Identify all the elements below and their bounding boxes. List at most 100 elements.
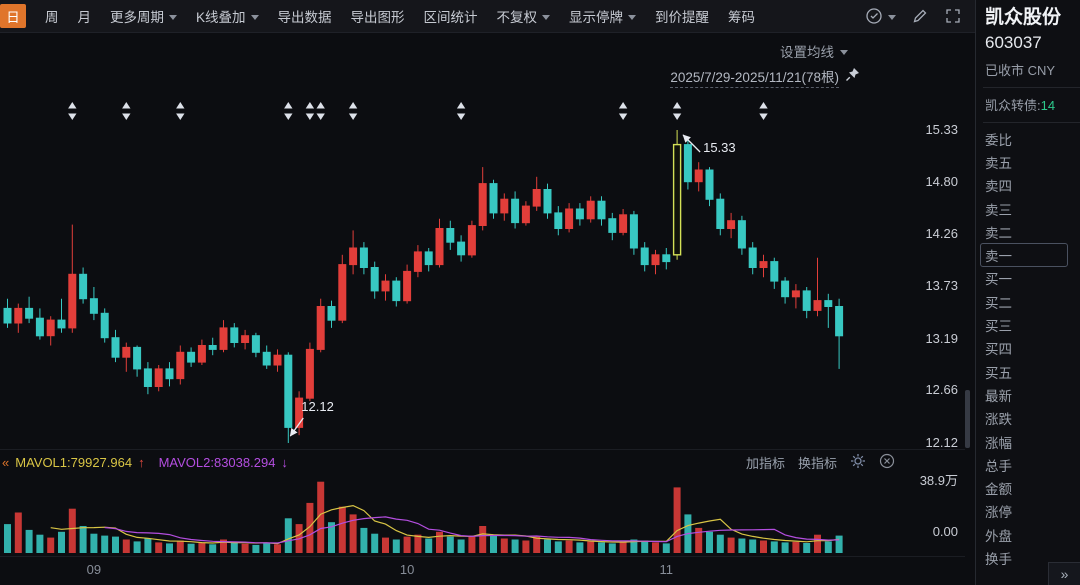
quote-row-latest-price[interactable]: 最新: [985, 383, 1080, 406]
price-axis-label: 13.73: [925, 278, 958, 293]
main-toolbar: 日 周 月 更多周期 K线叠加 导出数据 导出图形 区间统计 不复权 显示停牌 到价提醒 筹码: [0, 0, 976, 32]
date-range-control[interactable]: 2025/7/29-2025/11/21(78根): [560, 66, 860, 88]
toolbar-item-export-image[interactable]: 导出图形: [351, 6, 405, 26]
toolbar-item-kline-overlay[interactable]: K线叠加: [196, 6, 259, 26]
toolbar-items: 周 月 更多周期 K线叠加 导出数据 导出图形 区间统计 不复权 显示停牌 到价提醒 筹码: [45, 6, 755, 26]
toolbar-item-price-alert[interactable]: 到价提醒: [655, 6, 709, 26]
pane-divider: [0, 449, 965, 450]
quote-row-bid-ask-ratio[interactable]: 委比: [985, 127, 1080, 150]
quote-row-buy-1[interactable]: 买一: [985, 267, 1080, 290]
toolbar-item-label: 月: [77, 10, 92, 25]
chevron-down-icon: [888, 14, 896, 20]
chevron-down-icon: [628, 14, 637, 20]
mavol2-down-arrow-icon: ↓: [281, 455, 288, 470]
close-indicator-icon[interactable]: [879, 453, 895, 472]
draw-pencil-icon[interactable]: [911, 7, 929, 25]
quote-row-label: 买二: [985, 295, 1012, 311]
quote-row-buy-3[interactable]: 买三: [985, 313, 1080, 336]
quote-row-label: 外盘: [985, 528, 1012, 544]
volume-axis-min: 0.00: [932, 524, 958, 539]
time-axis-label: 10: [399, 562, 415, 577]
quote-row-label: 卖二: [985, 225, 1012, 241]
ma-settings-button[interactable]: 设置均线: [780, 41, 848, 61]
collapse-indicator-icon[interactable]: «: [2, 455, 10, 470]
toolbar-item-label: 导出数据: [277, 10, 332, 25]
chevron-down-icon: [542, 14, 551, 20]
stock-code: 603037: [985, 33, 1042, 52]
toolbar-item-range-statistics[interactable]: 区间统计: [424, 6, 478, 26]
chart-vertical-scrollbar[interactable]: [965, 390, 970, 448]
quote-row-change[interactable]: 涨跌: [985, 407, 1080, 430]
mavol2-value: MAVOL2:83038.294: [158, 455, 276, 470]
quote-row-limit-up[interactable]: 涨停: [985, 500, 1080, 523]
price-axis-label: 14.80: [925, 173, 958, 189]
toolbar-item-chip-distribution[interactable]: 筹码: [728, 6, 755, 26]
price-axis-label: 14.26: [925, 226, 958, 242]
quote-row-sell-2[interactable]: 卖二: [985, 220, 1080, 243]
quote-row-buy-2[interactable]: 买二: [985, 290, 1080, 313]
quote-row-sell-3[interactable]: 卖三: [985, 197, 1080, 220]
indicator-settings-gear-icon[interactable]: [850, 453, 866, 472]
quote-row-label: 卖三: [985, 202, 1012, 218]
quote-row-label: 换手: [985, 551, 1012, 567]
quote-row-sell-1[interactable]: 卖一: [980, 243, 1068, 267]
quote-row-label: 卖五: [985, 155, 1012, 171]
convertible-bond-row[interactable]: 凯众转债:14: [985, 95, 1080, 114]
toolbar-item-label: 不复权: [496, 10, 538, 25]
toolbar-item-adjustment-mode[interactable]: 不复权: [497, 6, 551, 26]
date-range-label: 2025/7/29-2025/11/21(78根): [670, 66, 839, 88]
chevron-down-icon: [840, 49, 848, 55]
quote-row-label: 买一: [985, 272, 1012, 288]
ma-settings-label: 设置均线: [780, 45, 834, 60]
quote-row-change-percent[interactable]: 涨幅: [985, 430, 1080, 453]
toolbar-item-period-week[interactable]: 周: [45, 6, 59, 26]
stock-name: 凯众股份: [985, 7, 1062, 28]
quote-row-buy-5[interactable]: 买五: [985, 360, 1080, 383]
toolbar-item-label: 导出图形: [350, 10, 405, 25]
quote-row-label: 最新: [985, 388, 1012, 404]
price-axis-label: 12.12: [925, 434, 958, 450]
pin-icon[interactable]: [845, 67, 860, 87]
switch-indicator-button[interactable]: 换指标: [797, 456, 837, 471]
quote-row-buy-4[interactable]: 买四: [985, 337, 1080, 360]
bond-label: 凯众转债:: [985, 98, 1041, 113]
fullscreen-icon[interactable]: [944, 7, 962, 25]
toolbar-item-show-suspended[interactable]: 显示停牌: [569, 6, 637, 26]
price-axis-label: 13.19: [925, 330, 958, 346]
mavol1-value: MAVOL1:79927.964: [15, 455, 133, 470]
time-axis-label: 11: [659, 562, 674, 577]
quote-row-label: 卖四: [985, 179, 1012, 195]
quote-row-label: 买五: [985, 365, 1012, 381]
quote-row-label: 金额: [985, 482, 1012, 498]
axis-divider: [0, 556, 965, 557]
toolbar-item-label: 筹码: [728, 10, 756, 25]
quote-row-sell-5[interactable]: 卖五: [985, 150, 1080, 173]
time-axis-label: 09: [86, 562, 102, 577]
toolbar-icon-group: [865, 6, 976, 26]
next-page-button[interactable]: »: [1048, 562, 1080, 585]
quote-row-label: 卖一: [985, 249, 1012, 265]
toolbar-item-export-data[interactable]: 导出数据: [278, 6, 332, 26]
quote-row-label: 总手: [985, 458, 1012, 474]
toolbar-item-label: 到价提醒: [655, 10, 710, 25]
quote-row-total-volume[interactable]: 总手: [985, 453, 1080, 476]
quote-row-turnover[interactable]: 金额: [985, 476, 1080, 499]
quote-row-label: 涨跌: [985, 412, 1012, 428]
panel-section-divider: [983, 122, 1080, 123]
toolbar-item-more-periods[interactable]: 更多周期: [110, 6, 177, 26]
toolbar-item-period-month[interactable]: 月: [78, 6, 92, 26]
quote-row-sell-4[interactable]: 卖四: [985, 174, 1080, 197]
quote-row-turnover-rate[interactable]: 换手: [985, 546, 1080, 569]
toolbar-item-label: 周: [45, 10, 59, 25]
volume-indicator-header: « MAVOL1:79927.964 ↑ MAVOL2:83038.294 ↓ …: [0, 453, 899, 472]
add-indicator-button[interactable]: 加指标: [745, 456, 785, 471]
quote-row-label: 买四: [985, 342, 1012, 358]
toolbar-item-label: 显示停牌: [569, 10, 624, 25]
period-day-button[interactable]: 日: [0, 4, 26, 28]
mavol1-up-arrow-icon: ↑: [138, 455, 145, 470]
template-check-icon[interactable]: [865, 6, 896, 26]
volume-axis-max: 38.9万: [919, 473, 958, 488]
quote-row-outer-volume[interactable]: 外盘: [985, 523, 1080, 546]
